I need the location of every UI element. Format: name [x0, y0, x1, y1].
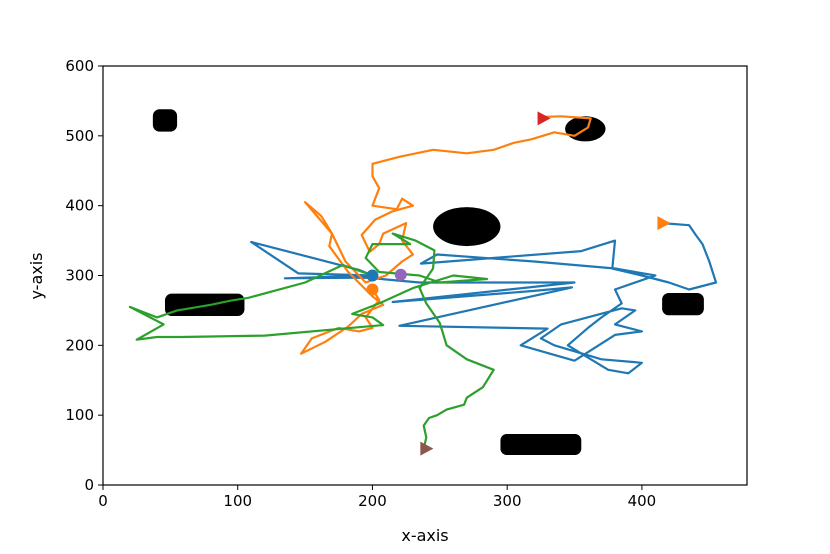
marker-1 [366, 283, 379, 296]
y-tick-label-600: 600 [65, 57, 94, 75]
y-axis-label: y-axis [27, 252, 46, 299]
y-tick-label-100: 100 [65, 406, 94, 424]
y-tick-label-400: 400 [65, 197, 94, 215]
series-group [128, 115, 718, 449]
obstacle-2 [433, 207, 501, 247]
marker-0 [366, 269, 379, 282]
y-tick-label-0: 0 [84, 476, 94, 494]
markers-group [366, 111, 671, 456]
series-line-2 [128, 232, 495, 449]
y-tick-label-500: 500 [65, 127, 94, 145]
x-tick-label-300: 300 [493, 492, 522, 510]
marker-5 [420, 441, 434, 456]
y-tick-label-200: 200 [65, 336, 94, 354]
marker-3 [537, 111, 551, 126]
obstacle-0 [152, 109, 178, 132]
y-axis-ticks: 0 100 200 300 400 500 600 [65, 57, 103, 494]
x-tick-label-200: 200 [358, 492, 387, 510]
series-line-1 [300, 115, 592, 355]
marker-4 [657, 216, 671, 231]
x-tick-label-100: 100 [223, 492, 252, 510]
marker-2 [394, 268, 407, 281]
x-axis-label: x-axis [401, 526, 448, 545]
x-axis-ticks: 0 100 200 300 400 [98, 485, 656, 510]
x-tick-label-0: 0 [98, 492, 108, 510]
y-tick-label-300: 300 [65, 267, 94, 285]
obstacle-5 [500, 434, 582, 455]
series-line-0 [250, 222, 718, 375]
x-tick-label-400: 400 [628, 492, 657, 510]
obstacle-4 [662, 292, 704, 316]
